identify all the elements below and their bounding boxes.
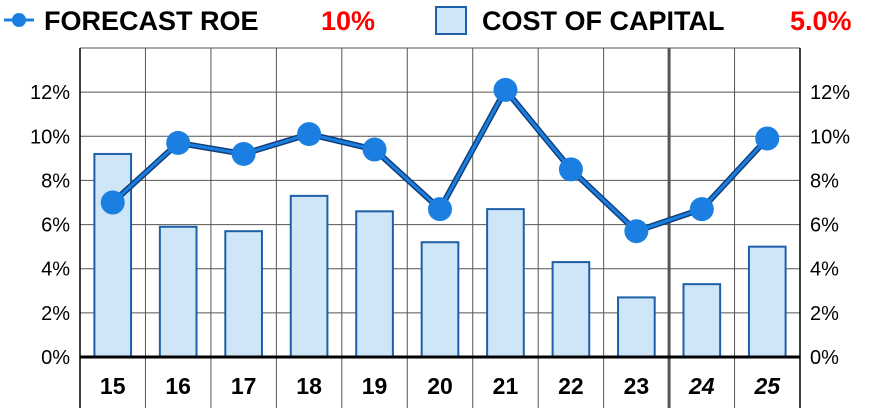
x-tick-23: 23 (624, 373, 650, 399)
bar-23 (617, 296, 656, 358)
y-tick-left: 4% (41, 259, 70, 281)
roe-point-18 (297, 122, 322, 147)
x-tick-25: 25 (753, 373, 781, 399)
legend-bar-swatch (435, 6, 467, 35)
bar-20 (420, 241, 460, 359)
tick-labels: 0% 0% 2% 2% 4% 4% 6% 6% 8% 8% 10% 10% 12% 12% 15 16 17 18… (30, 82, 850, 399)
y-tick-right: 4% (810, 259, 839, 281)
legend-line-value: 10% (321, 6, 375, 36)
x-tick-22: 22 (558, 373, 584, 399)
roe-point-23 (624, 219, 649, 244)
bar-24 (682, 283, 722, 358)
y-tick-left: 8% (41, 170, 70, 192)
bar-25 (747, 245, 787, 358)
roe-point-24 (689, 197, 714, 222)
y-tick-left: 10% (30, 126, 70, 148)
roe-point-15 (100, 190, 125, 215)
legend-bar-value: 5.0% (790, 6, 852, 36)
axes (79, 48, 801, 408)
bar-15 (93, 152, 133, 358)
y-tick-right: 10% (810, 126, 850, 148)
legend-bar-label: COST OF CAPITAL (482, 6, 725, 36)
bar-22 (551, 261, 591, 359)
bars (93, 152, 787, 359)
y-tick-right: 2% (810, 303, 839, 325)
y-tick-left: 0% (41, 347, 70, 369)
y-tick-left: 6% (41, 215, 70, 237)
x-tick-17: 17 (231, 373, 257, 399)
roe-point-25 (755, 126, 780, 151)
bar-17 (224, 230, 263, 358)
roe-point-16 (166, 130, 191, 155)
roe-point-17 (231, 141, 256, 166)
bar-19 (355, 210, 394, 358)
roe-point-22 (558, 157, 583, 182)
grid (80, 47, 800, 408)
y-tick-right: 12% (810, 82, 850, 104)
roe-point-21 (493, 77, 518, 102)
y-tick-left: 2% (41, 303, 70, 325)
bar-16 (158, 225, 198, 358)
y-tick-right: 0% (810, 347, 839, 369)
legend-marker-icon (12, 13, 26, 27)
x-tick-15: 15 (100, 373, 126, 399)
x-tick-19: 19 (362, 373, 388, 399)
x-tick-24: 24 (688, 373, 715, 399)
roe-point-20 (428, 197, 452, 222)
bar-18 (289, 194, 329, 358)
x-tick-16: 16 (165, 373, 191, 399)
roe-line (100, 77, 780, 244)
y-tick-left: 12% (30, 82, 70, 104)
legend: FORECAST ROE 10% COST OF CAPITAL 5.0% (4, 6, 852, 36)
y-tick-right: 6% (810, 215, 839, 237)
y-tick-right: 8% (810, 170, 839, 192)
x-tick-18: 18 (296, 373, 322, 399)
roe-point-19 (362, 137, 387, 162)
bar-21 (486, 208, 525, 358)
legend-line-label: FORECAST ROE (44, 6, 259, 36)
x-tick-21: 21 (493, 373, 519, 399)
x-tick-20: 20 (427, 373, 453, 399)
